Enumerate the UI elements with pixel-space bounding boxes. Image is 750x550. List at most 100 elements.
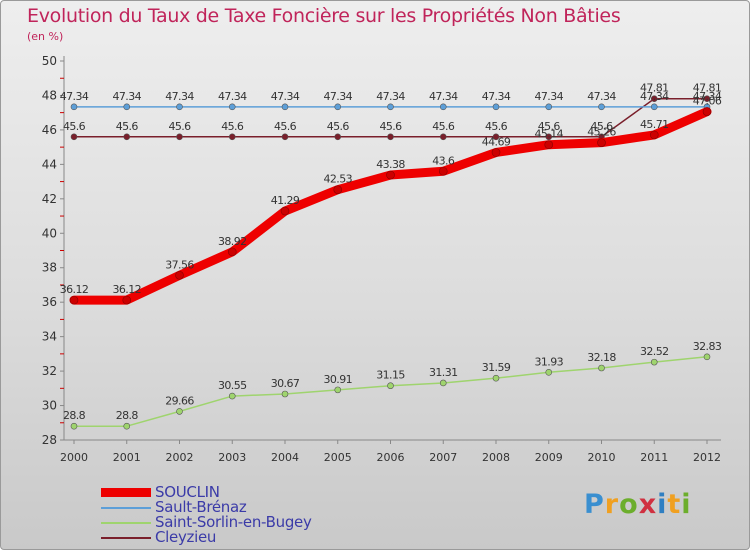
- data-label: 45.71: [640, 118, 669, 131]
- y-tick-label: 50: [42, 54, 57, 68]
- data-label: 47.34: [429, 90, 458, 103]
- data-point: [545, 103, 553, 111]
- y-tick-label: 46: [42, 123, 57, 137]
- logo-letter: o: [619, 489, 639, 520]
- y-tick-label: 32: [42, 364, 57, 378]
- data-label: 45.6: [538, 120, 561, 133]
- data-point: [69, 295, 79, 305]
- legend-swatch-sault-brenaz: [101, 507, 151, 509]
- data-point: [492, 103, 500, 111]
- data-label: 38.92: [218, 235, 247, 248]
- data-label: 31.93: [535, 355, 564, 368]
- data-point: [228, 133, 236, 141]
- data-point: [703, 95, 711, 103]
- data-label: 47.34: [271, 90, 300, 103]
- y-tick-label: 28: [42, 433, 57, 447]
- data-label: 45.6: [432, 120, 455, 133]
- data-point: [334, 133, 342, 141]
- data-point: [123, 103, 131, 111]
- x-tick-label: 2004: [271, 451, 299, 464]
- data-point: [650, 358, 658, 366]
- data-label: 47.34: [482, 90, 511, 103]
- data-label: 47.34: [60, 90, 89, 103]
- legend-swatch-saint-sorlin: [101, 522, 151, 524]
- logo-letter: i: [657, 489, 668, 520]
- data-label: 43.6: [432, 154, 455, 167]
- y-tick-label: 48: [42, 88, 57, 102]
- data-label: 32.18: [587, 351, 616, 364]
- data-label: 47.34: [218, 90, 247, 103]
- data-point: [438, 166, 448, 176]
- data-label: 47.06: [693, 95, 722, 108]
- data-point: [598, 364, 605, 372]
- data-point: [334, 103, 342, 111]
- data-label: 45.6: [116, 120, 139, 133]
- data-point: [439, 379, 447, 387]
- data-label: 45.6: [274, 120, 297, 133]
- data-point: [544, 140, 554, 150]
- data-label: 37.56: [165, 258, 194, 271]
- data-label: 47.34: [693, 90, 722, 103]
- logo-letter: i: [681, 489, 692, 520]
- logo-letter: P: [584, 489, 605, 520]
- data-point: [175, 271, 184, 280]
- data-label: 45.6: [168, 120, 191, 133]
- data-label: 47.34: [165, 90, 194, 103]
- data-point: [281, 133, 289, 141]
- data-label: 32.52: [640, 345, 669, 358]
- data-label: 47.81: [693, 82, 722, 95]
- legend-label: Sault-Brénaz: [155, 498, 247, 516]
- data-label: 47.34: [324, 90, 353, 103]
- chart-title: Evolution du Taux de Taxe Foncière sur l…: [27, 5, 621, 27]
- data-label: 28.8: [116, 409, 139, 422]
- data-point: [70, 103, 78, 111]
- data-point: [70, 133, 78, 141]
- x-tick-label: 2010: [588, 451, 616, 464]
- legend-swatch-cleyzieu: [101, 537, 151, 539]
- data-point: [334, 386, 342, 394]
- data-point: [123, 133, 131, 141]
- data-label: 30.55: [218, 379, 247, 392]
- data-label: 42.53: [324, 173, 353, 186]
- data-label: 44.69: [482, 135, 511, 148]
- data-label: 47.34: [376, 90, 405, 103]
- data-point: [598, 103, 605, 111]
- data-point: [491, 148, 501, 157]
- data-point: [387, 103, 394, 111]
- data-point: [228, 103, 236, 111]
- data-point: [703, 353, 711, 361]
- x-tick-label: 2008: [482, 451, 510, 464]
- data-point: [387, 133, 394, 141]
- data-point: [545, 133, 553, 141]
- data-point: [122, 295, 132, 305]
- data-point: [439, 103, 447, 111]
- data-label: 28.8: [63, 409, 86, 422]
- data-point: [387, 382, 394, 390]
- y-tick-label: 42: [42, 192, 57, 206]
- data-label: 43.38: [376, 158, 405, 171]
- x-tick-label: 2003: [218, 451, 246, 464]
- data-label: 36.12: [113, 283, 142, 296]
- data-label: 47.34: [113, 90, 142, 103]
- data-point: [281, 390, 289, 398]
- data-point: [280, 206, 290, 216]
- y-tick-label: 36: [42, 295, 57, 309]
- legend-swatch-souclin: [101, 488, 151, 497]
- data-label: 31.15: [376, 369, 405, 382]
- data-point: [227, 247, 237, 257]
- data-label: 36.12: [60, 283, 89, 296]
- data-label: 30.67: [271, 377, 300, 390]
- logo-letter: x: [638, 489, 658, 520]
- x-tick-label: 2002: [166, 451, 194, 464]
- x-tick-label: 2006: [377, 451, 405, 464]
- data-point: [333, 185, 343, 194]
- data-label: 45.6: [379, 120, 402, 133]
- y-tick-label: 40: [42, 226, 57, 240]
- data-label: 45.6: [485, 120, 508, 133]
- y-tick-label: 38: [42, 261, 57, 275]
- data-label: 45.14: [535, 128, 564, 141]
- data-label: 45.6: [221, 120, 244, 133]
- x-tick-label: 2005: [324, 451, 352, 464]
- data-label: 45.6: [590, 120, 613, 133]
